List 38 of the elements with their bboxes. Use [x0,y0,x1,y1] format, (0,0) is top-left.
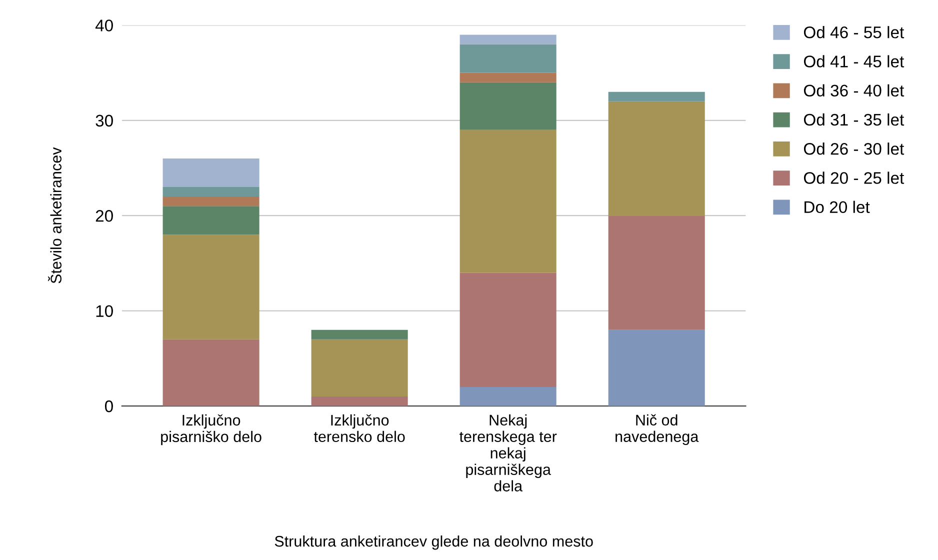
legend-label: Od 31 - 35 let [804,113,904,126]
x-tick-label: Izključno pisarniško delo [161,414,262,446]
legend-label: Od 26 - 30 let [804,142,904,155]
bar [460,44,556,73]
y-tick-label: 20 [96,210,113,222]
bar [311,396,408,406]
y-tick-label: 0 [104,400,113,412]
bar [162,339,260,406]
bar [311,339,408,396]
bar [608,92,705,102]
legend-label: Do 20 let [804,200,870,214]
bar [460,34,556,44]
bar [460,272,556,387]
x-tick-label: Nekaj terenskega ter nekaj pisarniškega dela [459,414,557,492]
legend-label: Od 36 - 40 let [804,84,904,97]
y-tick-label: 10 [96,305,113,318]
legend-label: Od 46 - 55 let [804,26,904,38]
bar [460,82,556,130]
bar [311,330,408,340]
bar [162,158,260,188]
bar [162,196,260,206]
y-axis-title: Število anketirancev [48,147,62,284]
bar [460,72,556,82]
bar [608,101,705,216]
bar [608,330,705,406]
y-tick-label: 40 [95,20,113,32]
bar [608,216,705,330]
legend-label: Od 41 - 45 let [804,55,904,68]
bar [162,234,260,340]
y-tick-label: 30 [96,114,113,127]
bar [460,130,556,273]
bar [162,206,260,235]
x-axis-title: Struktura anketirancev glede na deolvno mesto [274,535,593,550]
x-tick-label: Izključno terensko delo [314,414,405,442]
x-tick-label: Nič od navedenega [616,414,699,446]
bar [460,386,556,406]
legend-label: Od 20 - 25 let [804,172,904,184]
bar [162,187,260,197]
